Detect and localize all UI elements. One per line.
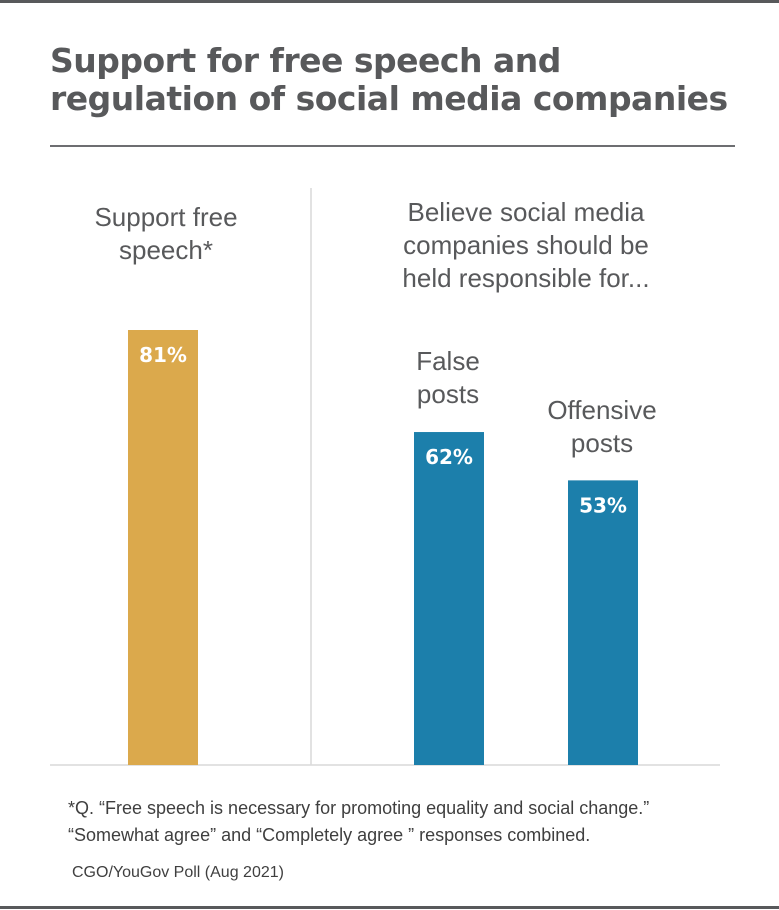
- bottom-rule: [0, 906, 779, 909]
- category-label-2-1-line-1: False: [416, 346, 480, 376]
- group-heading-1-line-1: Support free: [94, 202, 237, 232]
- group-heading-1-line-2: speech*: [119, 235, 213, 265]
- source-note: CGO/YouGov Poll (Aug 2021): [72, 864, 284, 881]
- category-label-2-1-line-2: posts: [417, 379, 479, 409]
- group-heading-2-line-1: Believe social media: [407, 197, 645, 227]
- category-label-2-2-line-2: posts: [571, 428, 633, 458]
- chart-title: Support for free speech and regulation o…: [50, 42, 750, 118]
- footnote-line-1: *Q. “Free speech is necessary for promot…: [68, 798, 650, 818]
- top-rule: [0, 0, 779, 3]
- chart-title-line-2: regulation of social media companies: [50, 79, 728, 118]
- group-heading-2-line-3: held responsible for...: [402, 263, 649, 293]
- data-label-1-1: 81%: [139, 343, 187, 367]
- group-heading-2-line-2: companies should be: [403, 230, 649, 260]
- bar-1-1: [128, 330, 198, 765]
- category-label-2-2-line-1: Offensive: [547, 395, 656, 425]
- bar-2-2: [568, 480, 638, 765]
- data-label-2-1: 62%: [425, 445, 473, 469]
- footnote-line-2: “Somewhat agree” and “Completely agree ”…: [68, 825, 591, 845]
- bar-2-1: [414, 432, 484, 765]
- title-rule: [50, 145, 735, 147]
- chart-title-line-1: Support for free speech and: [50, 41, 561, 80]
- data-label-2-2: 53%: [579, 493, 627, 517]
- footnote: *Q. “Free speech is necessary for promot…: [68, 795, 768, 849]
